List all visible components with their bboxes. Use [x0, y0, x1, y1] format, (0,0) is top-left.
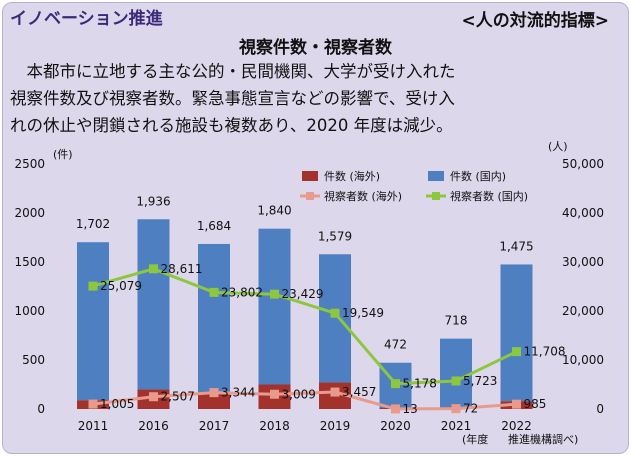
y-left-tick-label: 2500: [14, 157, 45, 171]
x-tick-label: 2011: [78, 419, 109, 433]
line-point: [88, 281, 98, 291]
line-point: [512, 347, 521, 357]
line-point: [88, 399, 98, 409]
y-right-tick-label: 30,000: [562, 255, 604, 269]
line-overseas-visitors: [92, 390, 517, 411]
line-value-label: 3,344: [221, 386, 255, 400]
line-point: [330, 308, 340, 318]
bar-total-label: 1,936: [136, 194, 170, 208]
line-value-label: 19,549: [342, 306, 384, 320]
indicator-label: <人の対流的指標>: [461, 11, 610, 31]
line-point: [149, 264, 158, 274]
line-value-label: 72: [463, 402, 478, 416]
line-value-label: 3,457: [342, 385, 376, 399]
line-value-label: 25,079: [100, 279, 142, 293]
line-value-label: 23,429: [282, 287, 324, 301]
bar-domestic: [137, 219, 170, 390]
bar-domestic: [440, 338, 472, 409]
legend-label: 視察者数 (国内): [450, 189, 528, 203]
y-left-tick-label: 1500: [14, 255, 45, 269]
legend-marker: [306, 192, 314, 200]
x-tick-label: 2018: [259, 419, 290, 433]
y-right-unit: (人): [548, 140, 568, 153]
line-point: [451, 404, 461, 414]
line-value-label: 11,708: [524, 345, 566, 359]
line-point: [270, 389, 279, 399]
bar-domestic: [258, 228, 291, 385]
bar-total-label: 1,840: [257, 204, 291, 218]
line-point: [209, 388, 219, 398]
bar-total-label: 1,579: [318, 229, 352, 243]
chart-title: 視察件数・視察者数: [239, 38, 392, 58]
y-left-tick-label: 2000: [14, 206, 45, 220]
bar-total-label: 1,702: [76, 217, 110, 231]
line-point: [451, 376, 461, 386]
category-label: イノベーション推進: [10, 9, 163, 29]
bar-total-label: 1,475: [499, 239, 533, 253]
y-right-tick-label: 20,000: [562, 304, 604, 318]
x-tick-label: 2020: [380, 419, 411, 433]
x-tick-label: 2016: [138, 419, 169, 433]
line-value-label: 13: [403, 402, 418, 416]
line-value-label: 985: [524, 397, 547, 411]
line-point: [330, 387, 340, 397]
x-tick-label: 2021: [441, 419, 472, 433]
x-unit-label: (年度: [462, 432, 488, 446]
source-note: 推進機構調べ): [508, 432, 578, 446]
x-tick-label: 2022: [501, 419, 532, 433]
legend-swatch: [428, 171, 444, 181]
description-line: 視察件数及び視察者数。緊急事態宣言などの影響で、受け入: [10, 89, 455, 108]
line-value-label: 28,611: [161, 262, 203, 276]
line-point: [270, 289, 279, 299]
line-point: [149, 392, 158, 402]
y-right-tick-label: 40,000: [562, 206, 604, 220]
legend-label: 件数 (海外): [324, 169, 380, 183]
x-tick-label: 2017: [199, 419, 230, 433]
bar-domestic: [319, 254, 351, 383]
legend-label: 視察者数 (海外): [324, 189, 402, 203]
bar-total-label: 1,684: [197, 219, 231, 233]
y-right-tick-label: 10,000: [562, 353, 604, 367]
line-domestic-visitors: [92, 267, 518, 386]
bar-domestic: [77, 242, 109, 401]
description-line: 本都市に立地する主な公的・民間機関、大学が受け入れた: [10, 62, 456, 81]
line-value-label: 5,723: [463, 374, 497, 388]
bar-total-label: 472: [384, 338, 407, 352]
line-point: [512, 399, 521, 409]
line-value-label: 2,507: [161, 390, 195, 404]
legend-label: 件数 (国内): [450, 169, 506, 183]
line-value-label: 3,009: [282, 387, 316, 401]
line-value-label: 5,178: [403, 377, 437, 391]
bar-domestic: [198, 243, 230, 394]
y-left-tick-label: 1000: [14, 304, 45, 318]
line-point: [209, 287, 219, 297]
bar-total-label: 718: [445, 314, 468, 328]
description: 本都市に立地する主な公的・民間機関、大学が受け入れた 視察件数及び視察者数。緊急…: [10, 58, 625, 139]
x-tick-label: 2019: [320, 419, 351, 433]
description-line: れの休止や閉鎖される施設も複数あり、2020 年度は減少。: [10, 116, 453, 135]
line-point: [391, 404, 400, 414]
legend-swatch: [302, 171, 318, 181]
y-left-tick-label: 0: [37, 402, 45, 416]
line-point: [391, 379, 400, 389]
y-right-tick-label: 0: [596, 402, 604, 416]
bar-overseas: [198, 393, 230, 409]
y-left-unit: (件): [53, 148, 73, 161]
y-right-tick-label: 50,000: [562, 157, 604, 171]
line-value-label: 1,005: [100, 397, 134, 411]
bar-domestic: [500, 264, 533, 402]
y-left-tick-label: 500: [22, 353, 45, 367]
line-value-label: 23,802: [221, 285, 263, 299]
legend-marker: [432, 192, 440, 200]
